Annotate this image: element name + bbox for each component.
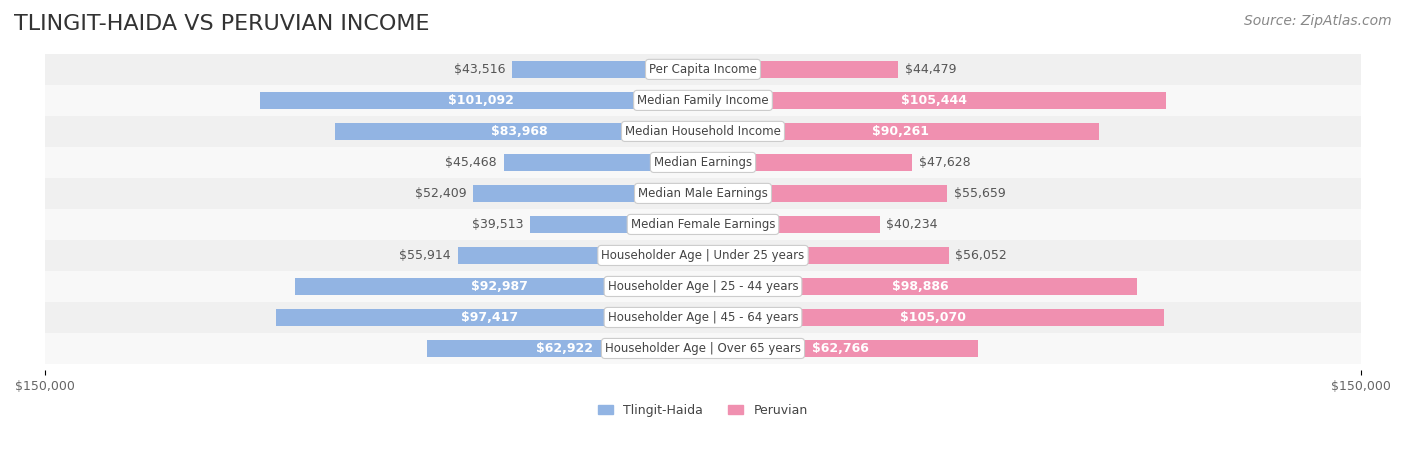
Bar bbox=[703, 340, 979, 357]
Bar bbox=[703, 123, 1099, 140]
Bar bbox=[427, 340, 703, 357]
Bar bbox=[295, 278, 703, 295]
Text: $56,052: $56,052 bbox=[956, 249, 1007, 262]
Bar bbox=[703, 92, 1166, 109]
Text: $62,922: $62,922 bbox=[537, 342, 593, 355]
Bar bbox=[45, 302, 1361, 333]
Bar bbox=[703, 278, 1137, 295]
Bar bbox=[703, 309, 1164, 326]
Text: $83,968: $83,968 bbox=[491, 125, 547, 138]
Text: $97,417: $97,417 bbox=[461, 311, 517, 324]
Bar bbox=[512, 61, 703, 78]
Text: TLINGIT-HAIDA VS PERUVIAN INCOME: TLINGIT-HAIDA VS PERUVIAN INCOME bbox=[14, 14, 430, 34]
Text: Householder Age | Over 65 years: Householder Age | Over 65 years bbox=[605, 342, 801, 355]
Bar bbox=[45, 85, 1361, 116]
Text: $55,659: $55,659 bbox=[953, 187, 1005, 200]
Bar bbox=[458, 247, 703, 264]
Bar bbox=[45, 178, 1361, 209]
Text: Householder Age | Under 25 years: Householder Age | Under 25 years bbox=[602, 249, 804, 262]
Text: $105,444: $105,444 bbox=[901, 94, 967, 107]
Text: $44,479: $44,479 bbox=[904, 63, 956, 76]
Bar bbox=[703, 247, 949, 264]
Bar bbox=[472, 185, 703, 202]
Text: Median Male Earnings: Median Male Earnings bbox=[638, 187, 768, 200]
Text: Source: ZipAtlas.com: Source: ZipAtlas.com bbox=[1244, 14, 1392, 28]
Text: $92,987: $92,987 bbox=[471, 280, 527, 293]
Text: $47,628: $47,628 bbox=[918, 156, 970, 169]
Text: $101,092: $101,092 bbox=[449, 94, 515, 107]
Text: $52,409: $52,409 bbox=[415, 187, 467, 200]
Text: Householder Age | 25 - 44 years: Householder Age | 25 - 44 years bbox=[607, 280, 799, 293]
Bar bbox=[335, 123, 703, 140]
Bar bbox=[703, 216, 880, 233]
Bar bbox=[45, 147, 1361, 178]
Bar bbox=[703, 61, 898, 78]
Text: $62,766: $62,766 bbox=[813, 342, 869, 355]
Bar bbox=[45, 209, 1361, 240]
Bar bbox=[45, 333, 1361, 364]
Text: $39,513: $39,513 bbox=[471, 218, 523, 231]
Text: $43,516: $43,516 bbox=[454, 63, 506, 76]
Bar bbox=[45, 116, 1361, 147]
Text: $40,234: $40,234 bbox=[886, 218, 938, 231]
Bar bbox=[703, 154, 912, 171]
Legend: Tlingit-Haida, Peruvian: Tlingit-Haida, Peruvian bbox=[593, 399, 813, 422]
Text: Median Female Earnings: Median Female Earnings bbox=[631, 218, 775, 231]
Text: $90,261: $90,261 bbox=[873, 125, 929, 138]
Bar bbox=[276, 309, 703, 326]
Text: Per Capita Income: Per Capita Income bbox=[650, 63, 756, 76]
Bar bbox=[703, 185, 948, 202]
Bar bbox=[503, 154, 703, 171]
Text: $45,468: $45,468 bbox=[446, 156, 496, 169]
Bar bbox=[260, 92, 703, 109]
Bar bbox=[45, 271, 1361, 302]
Text: Median Family Income: Median Family Income bbox=[637, 94, 769, 107]
Bar bbox=[530, 216, 703, 233]
Text: Householder Age | 45 - 64 years: Householder Age | 45 - 64 years bbox=[607, 311, 799, 324]
Bar bbox=[45, 54, 1361, 85]
Text: Median Household Income: Median Household Income bbox=[626, 125, 780, 138]
Bar bbox=[45, 240, 1361, 271]
Text: $105,070: $105,070 bbox=[900, 311, 966, 324]
Text: $98,886: $98,886 bbox=[891, 280, 948, 293]
Text: Median Earnings: Median Earnings bbox=[654, 156, 752, 169]
Text: $55,914: $55,914 bbox=[399, 249, 451, 262]
